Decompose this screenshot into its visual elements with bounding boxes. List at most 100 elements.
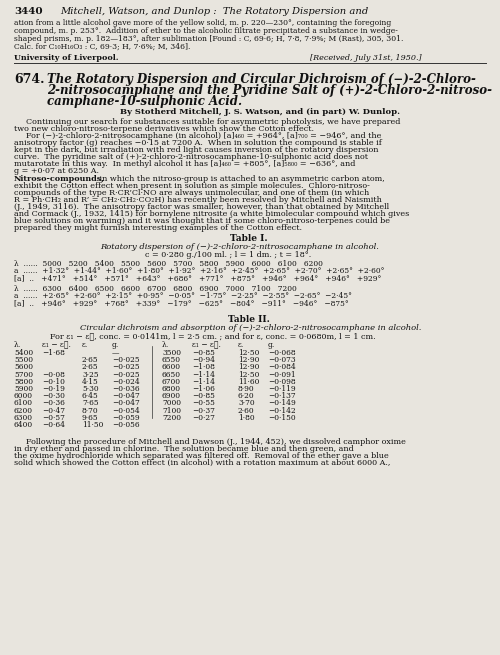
Text: 6700: 6700 [162, 378, 181, 386]
Text: blue solutions on warming) and it was thought that if some chloro-nitroso-terpen: blue solutions on warming) and it was th… [14, 217, 390, 225]
Text: −0·37: −0·37 [192, 407, 215, 415]
Text: 6600: 6600 [162, 364, 181, 371]
Text: Mitchell, Watson, and Dunlop :  The Rotatory Dispersion and: Mitchell, Watson, and Dunlop : The Rotat… [60, 7, 368, 16]
Text: −0·047: −0·047 [112, 392, 140, 400]
Text: 3500: 3500 [162, 349, 181, 357]
Text: mutarotate in this way.  In methyl alcohol it has [a]₄₆₀ = +805°, [a]₅₈₀₀ = −636: mutarotate in this way. In methyl alcoho… [14, 160, 355, 168]
Text: 6650: 6650 [162, 371, 181, 379]
Text: kept in the dark, but irradiation with red light causes inversion of the rotator: kept in the dark, but irradiation with r… [14, 146, 378, 154]
Text: 2·65: 2·65 [82, 356, 98, 364]
Text: a  ......  +2·65°  +2·60°  +2·15°  +0·95°  −0·05°  −1·75°  −2·25°  −2·55°  −2·65: a ...... +2·65° +2·60° +2·15° +0·95° −0·… [14, 292, 352, 300]
Text: −0·036: −0·036 [112, 385, 140, 393]
Text: λ  ......  5000   5200   5400   5500   5600   5700   5800   5900   6000   6100  : λ ...... 5000 5200 5400 5500 5600 5700 5… [14, 260, 323, 268]
Text: −0·19: −0·19 [42, 385, 65, 393]
Text: −0·55: −0·55 [192, 400, 215, 407]
Text: 7000: 7000 [162, 400, 181, 407]
Text: 2-nitrosocamphane and the Pyridine Salt of (+)-2-Chloro-2-nitroso-: 2-nitrosocamphane and the Pyridine Salt … [47, 84, 492, 97]
Text: −0·64: −0·64 [42, 421, 65, 429]
Text: −0·119: −0·119 [268, 385, 295, 393]
Text: −0·068: −0·068 [268, 349, 295, 357]
Text: Calc. for C₁₀H₁₆O₃ : C, 69·3; H, 7·6%; M, 346].: Calc. for C₁₀H₁₆O₃ : C, 69·3; H, 7·6%; M… [14, 43, 190, 51]
Text: shaped prisms, m. p. 182—183°, after sublimation [Found : C, 69·6; H, 7·8, 7·9%;: shaped prisms, m. p. 182—183°, after sub… [14, 35, 404, 43]
Text: 8·70: 8·70 [82, 407, 98, 415]
Text: 7200: 7200 [162, 414, 181, 422]
Text: −0·150: −0·150 [268, 414, 295, 422]
Text: −0·85: −0·85 [192, 392, 215, 400]
Text: 11·50: 11·50 [82, 421, 104, 429]
Text: −0·098: −0·098 [268, 378, 295, 386]
Text: exhibit the Cotton effect when present in solution as simple molecules.  Chloro-: exhibit the Cotton effect when present i… [14, 182, 370, 190]
Text: in which the nitroso-group is attached to an asymmetric carbon atom,: in which the nitroso-group is attached t… [97, 175, 385, 183]
Text: 6100: 6100 [14, 400, 33, 407]
Text: −0·084: −0·084 [268, 364, 296, 371]
Text: Circular dichroism and absorption of (−)-2-chloro-2-nitrosocamphane in alcohol.: Circular dichroism and absorption of (−)… [80, 324, 421, 332]
Text: −0·08: −0·08 [42, 371, 65, 379]
Text: R = Ph·CH₂ and R’ = CH₂·CH₂·CO₂H) has recently been resolved by Mitchell and Nai: R = Ph·CH₂ and R’ = CH₂·CH₂·CO₂H) has re… [14, 196, 382, 204]
Text: Rotatory dispersion of (−)-2-chloro-2-nitrosocamphane in alcohol.: Rotatory dispersion of (−)-2-chloro-2-ni… [100, 243, 379, 251]
Text: Continuing our search for substances suitable for asymmetric photolysis, we have: Continuing our search for substances sui… [26, 118, 400, 126]
Text: camphane-10-sulphonic Acid.: camphane-10-sulphonic Acid. [47, 95, 242, 108]
Text: −0·94: −0·94 [192, 356, 215, 364]
Text: −0·149: −0·149 [268, 400, 296, 407]
Text: g.: g. [268, 341, 275, 349]
Text: ε₁ − ε⁲.: ε₁ − ε⁲. [42, 341, 71, 349]
Text: −1·14: −1·14 [192, 378, 215, 386]
Text: −0·36: −0·36 [42, 400, 65, 407]
Text: −0·57: −0·57 [42, 414, 65, 422]
Text: 6000: 6000 [14, 392, 33, 400]
Text: ε.: ε. [82, 341, 88, 349]
Text: 6400: 6400 [14, 421, 33, 429]
Text: λ.: λ. [14, 341, 21, 349]
Text: solid which showed the Cotton effect (in alcohol) with a rotation maximum at abo: solid which showed the Cotton effect (in… [14, 459, 390, 467]
Text: Following the procedure of Mitchell and Dawson (J., 1944, 452), we dissolved cam: Following the procedure of Mitchell and … [26, 438, 406, 446]
Text: in dry ether and passed in chlorine.  The solution became blue and then green, a: in dry ether and passed in chlorine. The… [14, 445, 354, 453]
Text: 3440: 3440 [14, 7, 42, 16]
Text: 5500: 5500 [14, 356, 33, 364]
Text: 3·25: 3·25 [82, 371, 98, 379]
Text: −1·06: −1·06 [192, 385, 215, 393]
Text: 6800: 6800 [162, 385, 181, 393]
Text: —: — [112, 349, 120, 357]
Text: 6900: 6900 [162, 392, 181, 400]
Text: (J., 1949, 3116).  The anisotropy factor was smaller, however, than that obtaine: (J., 1949, 3116). The anisotropy factor … [14, 203, 389, 211]
Text: −0·30: −0·30 [42, 392, 65, 400]
Text: −0·137: −0·137 [268, 392, 295, 400]
Text: 6·45: 6·45 [82, 392, 99, 400]
Text: 5900: 5900 [14, 385, 33, 393]
Text: [Received, July 31st, 1950.]: [Received, July 31st, 1950.] [310, 54, 422, 62]
Text: g = +0·07 at 6250 A.: g = +0·07 at 6250 A. [14, 167, 99, 175]
Text: ε.: ε. [238, 341, 244, 349]
Text: curve.  The pyridine salt of (+)-2-chloro-2-nitrosocamphane-10-sulphonic acid do: curve. The pyridine salt of (+)-2-chloro… [14, 153, 368, 161]
Text: 6300: 6300 [14, 414, 33, 422]
Text: 3·70: 3·70 [238, 400, 254, 407]
Text: −0·025: −0·025 [112, 371, 140, 379]
Text: 7·65: 7·65 [82, 400, 98, 407]
Text: 2·65: 2·65 [82, 364, 98, 371]
Text: −0·047: −0·047 [112, 400, 140, 407]
Text: 4·15: 4·15 [82, 378, 99, 386]
Text: and Cormack (J., 1932, 1415) for bornylene nitrosite (a white bimolecular compou: and Cormack (J., 1932, 1415) for bornyle… [14, 210, 409, 218]
Text: 5600: 5600 [14, 364, 33, 371]
Text: prepared they might furnish interesting examples of the Cotton effect.: prepared they might furnish interesting … [14, 224, 302, 232]
Text: c = 0·280 g./100 ml. ; l = 1 dm. ; t = 18°.: c = 0·280 g./100 ml. ; l = 1 dm. ; t = 1… [145, 251, 311, 259]
Text: two new chloro-nitroso-terpene derivatives which show the Cotton effect.: two new chloro-nitroso-terpene derivativ… [14, 125, 314, 133]
Text: 12·90: 12·90 [238, 356, 260, 364]
Text: ε₁ − ε⁲.: ε₁ − ε⁲. [192, 341, 221, 349]
Text: 12·50: 12·50 [238, 371, 260, 379]
Text: Table I.: Table I. [230, 234, 268, 243]
Text: For (−)-2-chloro-2-nitrosocamphane (in alcohol) [a]₄₆₀ = +964°, [a]₇₀₀ = −946°, : For (−)-2-chloro-2-nitrosocamphane (in a… [26, 132, 382, 140]
Text: 5700: 5700 [14, 371, 33, 379]
Text: 2·60: 2·60 [238, 407, 254, 415]
Text: 11·60: 11·60 [238, 378, 260, 386]
Text: 8·90: 8·90 [238, 385, 254, 393]
Text: 1·80: 1·80 [238, 414, 254, 422]
Text: [a]  ..   +946°   +929°   +768°   +339°   −179°   −625°   −804°   −911°   −946° : [a] .. +946° +929° +768° +339° −179° −62… [14, 299, 348, 307]
Text: 6550: 6550 [162, 356, 181, 364]
Text: ation from a little alcohol gave more of the yellow solid, m. p. 220—230°, conta: ation from a little alcohol gave more of… [14, 19, 391, 27]
Text: Nitroso-compounds,: Nitroso-compounds, [14, 175, 105, 183]
Text: Table II.: Table II. [228, 315, 270, 324]
Text: −1·14: −1·14 [192, 371, 215, 379]
Text: 12·90: 12·90 [238, 364, 260, 371]
Text: −0·85: −0·85 [192, 349, 215, 357]
Text: For ε₁ − ε⁲, conc. = 0·0141m, l = 2·5 cm. ; and for ε, conc. = 0·0680m, l = 1 cm: For ε₁ − ε⁲, conc. = 0·0141m, l = 2·5 cm… [50, 332, 376, 340]
